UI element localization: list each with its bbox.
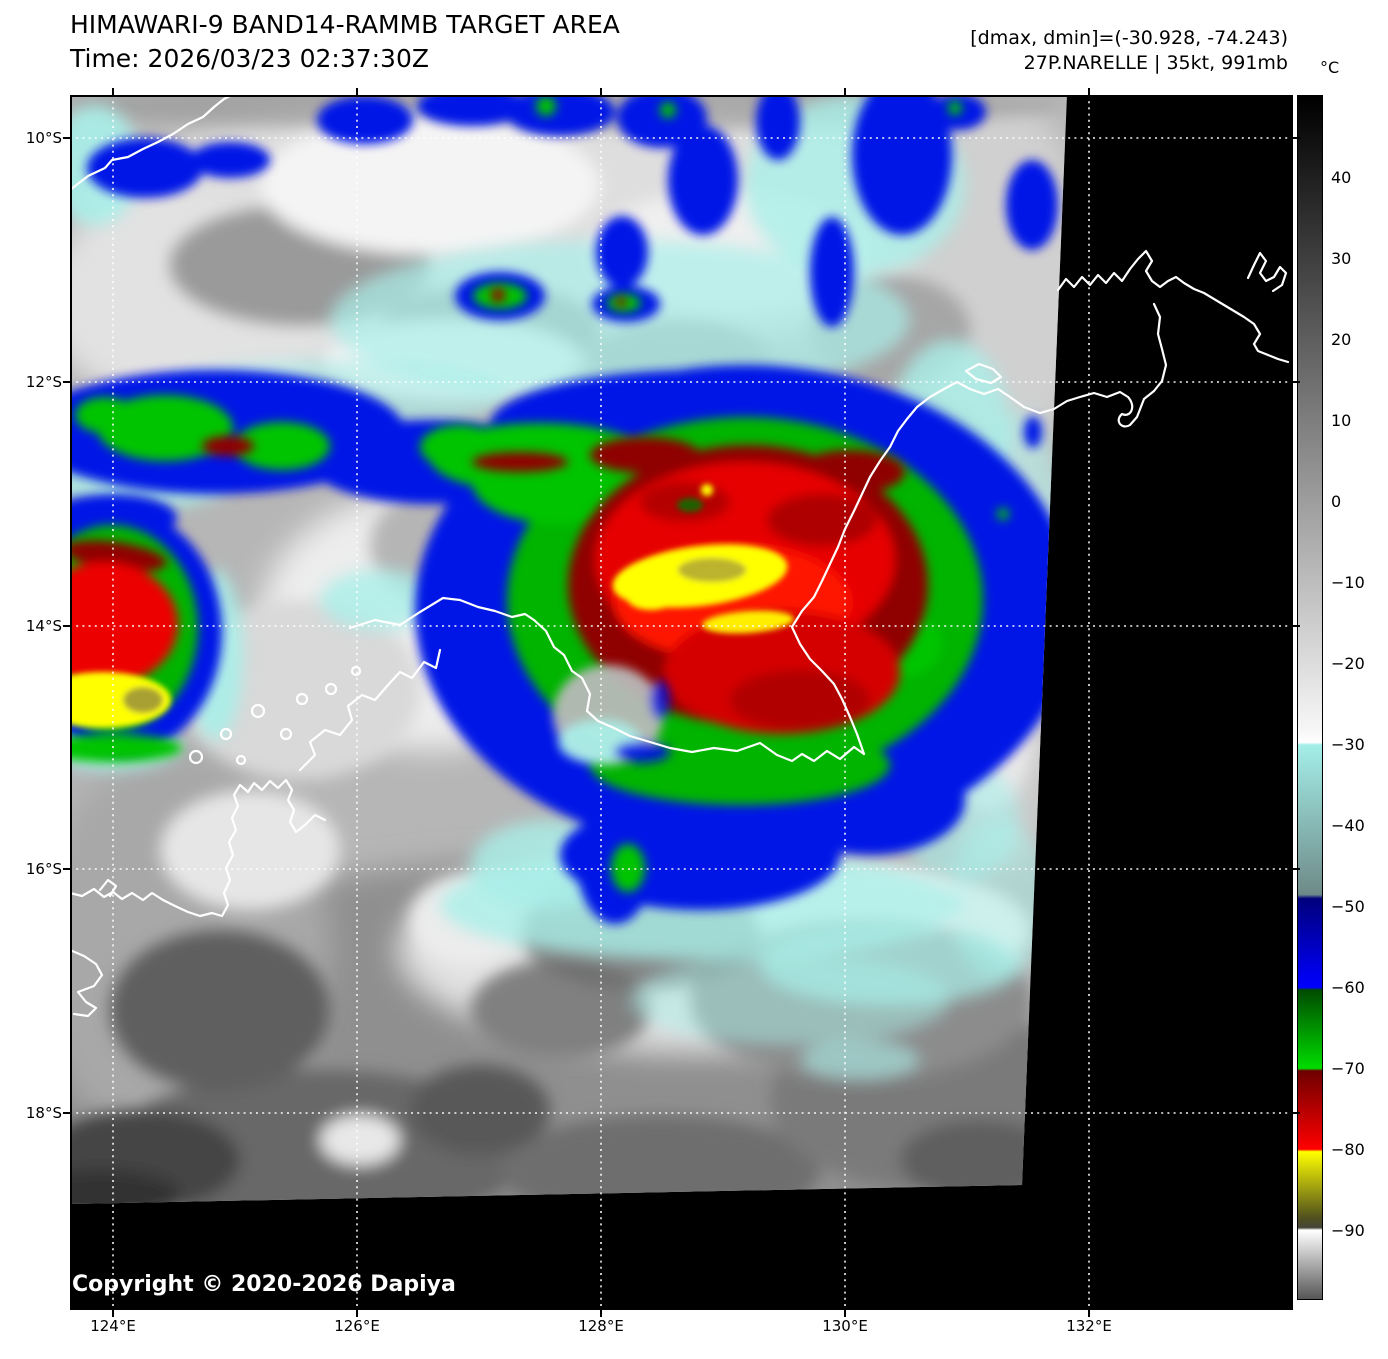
axis-tick xyxy=(1293,625,1300,627)
lon-label: 130°E xyxy=(822,1317,868,1335)
timor-coastline xyxy=(68,93,234,192)
axis-tick xyxy=(1293,137,1300,139)
axis-tick xyxy=(844,1310,846,1317)
lat-label: 16°S xyxy=(25,860,62,878)
colorbar-tick-label: −90 xyxy=(1331,1221,1365,1240)
page-title: HIMAWARI-9 BAND14-RAMMB TARGET AREA xyxy=(70,10,620,39)
lat-label: 10°S xyxy=(25,129,62,147)
lat-label: 14°S xyxy=(25,617,62,635)
axis-tick xyxy=(600,88,602,95)
copyright-notice: Copyright © 2020-2026 Dapiya xyxy=(72,1272,456,1297)
colorbar-tick-label: −80 xyxy=(1331,1140,1365,1159)
kimberley-coastline xyxy=(68,778,327,918)
coastlines xyxy=(68,93,1290,1018)
lat-label: 18°S xyxy=(25,1104,62,1122)
plot-frame xyxy=(70,95,1293,1310)
lat-label: 12°S xyxy=(25,373,62,391)
colorbar-tick-label: 10 xyxy=(1331,411,1352,430)
colorbar-tick-label: −10 xyxy=(1331,573,1365,592)
coast-fragment xyxy=(98,878,118,898)
image-metadata: [dmax, dmin]=(-30.928, -74.243) 27P.NARE… xyxy=(970,26,1288,76)
lon-label: 128°E xyxy=(578,1317,624,1335)
axis-tick xyxy=(112,88,114,95)
axis-tick xyxy=(112,1310,114,1317)
colorbar-tick-label: 40 xyxy=(1331,168,1352,187)
colorbar-tick-label: 0 xyxy=(1331,492,1342,511)
colorbar-tick-label: −60 xyxy=(1331,978,1365,997)
axis-tick xyxy=(356,88,358,95)
peninsula-coast xyxy=(1246,251,1288,293)
axis-tick xyxy=(1293,381,1300,383)
cyclone xyxy=(70,96,1009,892)
timestamp: Time: 2026/03/23 02:37:30Z xyxy=(70,44,429,73)
storm-info: 27P.NARELLE | 35kt, 991mb xyxy=(1023,52,1288,74)
axis-tick xyxy=(63,1112,70,1114)
axis-tick xyxy=(63,381,70,383)
colorbar-tick-label: 30 xyxy=(1331,249,1352,268)
axis-tick xyxy=(1293,1112,1300,1114)
colorbar-tick-label: 20 xyxy=(1331,330,1352,349)
lon-label: 132°E xyxy=(1066,1317,1112,1335)
graticule xyxy=(70,95,1293,1310)
axis-tick xyxy=(600,1310,602,1317)
axis-tick xyxy=(1293,868,1300,870)
satellite-data-swath xyxy=(70,95,1067,1204)
axis-tick xyxy=(356,1310,358,1317)
axis-tick xyxy=(63,137,70,139)
axis-tick xyxy=(63,625,70,627)
lon-label: 124°E xyxy=(90,1317,136,1335)
coast-fragment xyxy=(68,948,104,1018)
colorbar-tick-label: −20 xyxy=(1331,654,1365,673)
temperature-colorbar xyxy=(1297,95,1323,1300)
axis-tick xyxy=(844,88,846,95)
yellow-overshoot xyxy=(70,484,794,728)
dry-slot xyxy=(553,665,670,765)
dmax-dmin-readout: [dmax, dmin]=(-30.928, -74.243) xyxy=(970,27,1288,49)
top-end-coastline xyxy=(790,302,1168,756)
lon-label: 126°E xyxy=(334,1317,380,1335)
axis-tick xyxy=(1088,88,1090,95)
satellite-map xyxy=(68,93,1293,1310)
colorbar-tick-label: −50 xyxy=(1331,897,1365,916)
colorbar-tick-label: −70 xyxy=(1331,1059,1365,1078)
colorbar-tick-label: −40 xyxy=(1331,816,1365,835)
satellite-map-svg xyxy=(68,93,1293,1310)
axis-tick xyxy=(1088,1310,1090,1317)
axis-tick xyxy=(63,868,70,870)
colorbar-unit-label: °C xyxy=(1320,58,1340,77)
island-outline xyxy=(964,362,1003,385)
arnhem-coastline xyxy=(1056,249,1290,364)
gulf-coastline xyxy=(348,596,866,763)
colorbar-tick-label: −30 xyxy=(1331,735,1365,754)
archipelago-coast xyxy=(298,648,442,772)
island-dots xyxy=(188,665,362,766)
